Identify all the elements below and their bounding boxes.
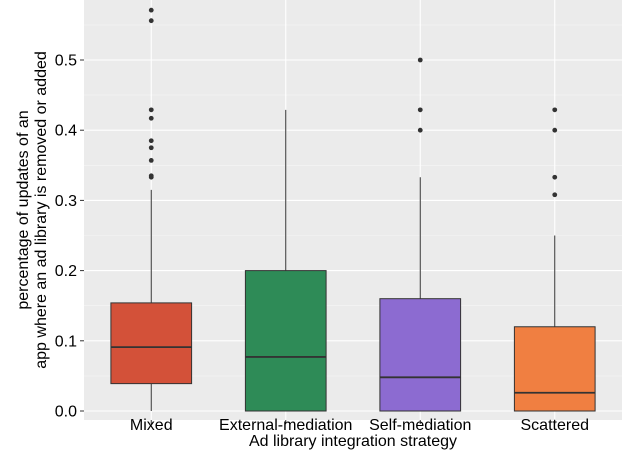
box-external-mediation (244, 109, 327, 412)
box-iqr (110, 302, 193, 385)
y-tick-label: 0.5 (55, 53, 77, 70)
outlier-point (148, 138, 154, 144)
box-iqr (513, 326, 596, 412)
x-tick-label: Mixed (130, 417, 173, 434)
outlier-point (552, 107, 558, 113)
outlier-point (552, 174, 558, 180)
x-tick-label: Self-mediation (369, 417, 471, 434)
box-iqr (379, 298, 462, 412)
x-tick-label: External-mediation (219, 417, 352, 434)
outlier-point (148, 107, 154, 113)
outlier-point (148, 145, 154, 151)
y-tick-label: 0.0 (55, 404, 77, 421)
outlier-point (148, 7, 154, 13)
outlier-point (417, 57, 423, 63)
x-axis: Mixed External-mediation Self-mediation Sca… (130, 417, 589, 434)
y-axis-title-line-1: percentage of updates of an (15, 110, 32, 309)
y-tick-label: 0.1 (55, 333, 77, 350)
y-axis-title: percentage of updates of an app where an… (15, 51, 50, 369)
outlier-point (417, 107, 423, 113)
y-axis-title-line-2: app where an ad library is removed or ad… (33, 51, 50, 369)
outlier-point (417, 127, 423, 133)
outlier-point (148, 173, 154, 179)
x-tick-label: Scattered (521, 417, 589, 434)
boxes-layer (110, 7, 596, 412)
outlier-point (552, 192, 558, 198)
y-tick-label: 0.2 (55, 263, 77, 280)
y-axis: 0.0 0.1 0.2 0.3 0.4 0.5 (55, 53, 84, 421)
outlier-point (148, 18, 154, 24)
box-self-mediation (379, 57, 462, 412)
box-scattered (513, 107, 596, 412)
box-mixed (110, 7, 193, 411)
outlier-point (148, 115, 154, 121)
box-iqr (244, 270, 327, 412)
outlier-point (552, 127, 558, 133)
outlier-point (148, 157, 154, 163)
y-tick-label: 0.4 (55, 123, 77, 140)
y-tick-label: 0.3 (55, 193, 77, 210)
x-axis-title: Ad library integration strategy (249, 433, 457, 450)
